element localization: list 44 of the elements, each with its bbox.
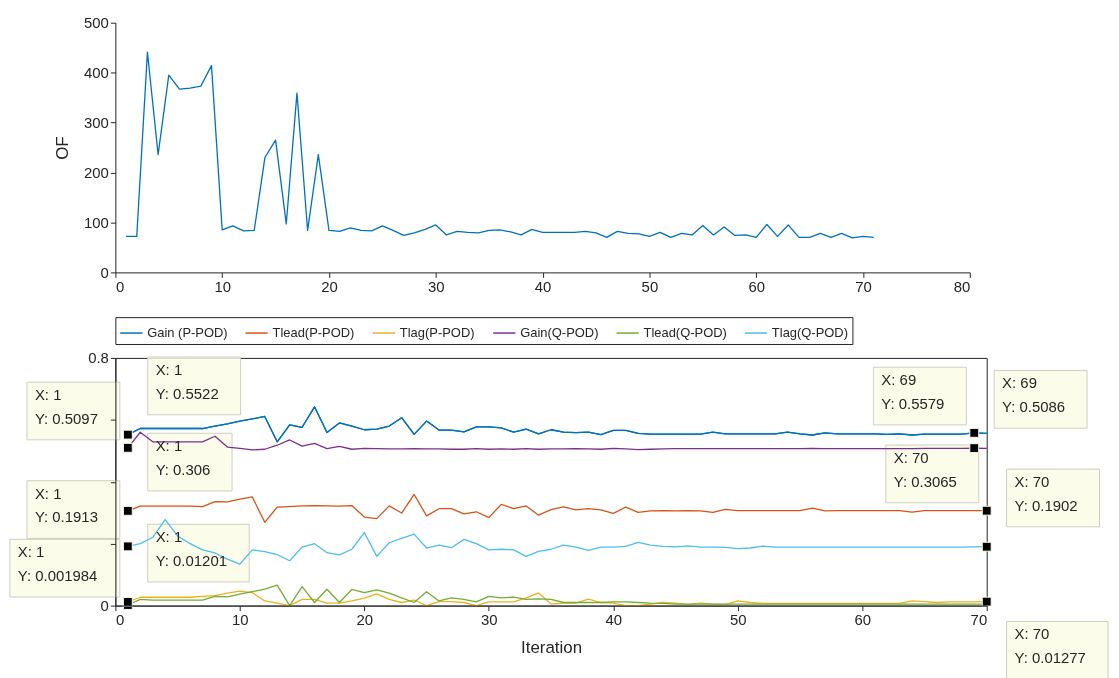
legend-label: Tlag(P-POD) <box>399 325 475 341</box>
y-tick-label: 0 <box>100 263 109 281</box>
annotation: X: 1 Y: 0.306 <box>155 437 211 479</box>
x-tick-label: 40 <box>534 277 552 295</box>
x-tick-label: 20 <box>356 610 374 628</box>
y-tick-label: 300 <box>84 114 109 132</box>
x-tick-label: 10 <box>214 277 231 295</box>
annotation: X: 70 Y: 0.1902 <box>1014 473 1078 514</box>
line-series <box>125 51 875 239</box>
x-tick-label: 0 <box>115 277 125 295</box>
y-axis-title: OF <box>53 136 73 160</box>
x-tick-label: 40 <box>605 610 623 628</box>
legend-label: Gain(Q-POD) <box>520 325 599 341</box>
y-tick-label: 0 <box>100 597 109 615</box>
x-tick-label: 70 <box>855 277 872 295</box>
legend-label: Gain (P-POD) <box>147 325 228 341</box>
annotation: X: 70 Y: 0.01277 <box>1014 625 1086 667</box>
annotation: X: 1 Y: 0.5097 <box>34 386 98 427</box>
x-tick-label: 50 <box>641 277 659 295</box>
legend-label: Tlag(Q-POD) <box>771 325 848 341</box>
x-tick-label: 20 <box>321 277 338 295</box>
x-tick-label: 30 <box>427 277 445 295</box>
y-tick-label: 200 <box>84 163 109 181</box>
annotation: X: 1 Y: 0.001984 <box>17 543 98 585</box>
annotation: X: 1 Y: 0.1913 <box>34 484 98 526</box>
y-tick-label: 400 <box>84 64 109 82</box>
x-axis-title: Iteration <box>521 637 583 657</box>
x-tick-label: 60 <box>748 277 765 295</box>
x-tick-label: 80 <box>953 277 971 295</box>
x-tick-label: 10 <box>232 610 249 628</box>
x-tick-label: 60 <box>854 610 872 628</box>
annotation: X: 69 Y: 0.5579 <box>881 371 945 412</box>
legend-label: Tlead(Q-POD) <box>643 325 727 341</box>
y-tick-label: 500 <box>84 14 109 32</box>
annotation: X: 1 Y: 0.5522 <box>155 360 219 402</box>
x-tick-label: 50 <box>729 610 747 628</box>
x-tick-label: 0 <box>115 610 125 628</box>
annotation: X: 70 Y: 0.3065 <box>893 448 957 490</box>
annotation: X: 69 Y: 0.5086 <box>1002 374 1066 416</box>
x-tick-label: 30 <box>481 610 498 628</box>
y-tick-label: 0.8 <box>88 349 109 367</box>
y-tick-label: 100 <box>84 213 109 231</box>
x-tick-label: 70 <box>970 610 988 628</box>
legend-label: Tlead(P-POD) <box>272 325 355 341</box>
